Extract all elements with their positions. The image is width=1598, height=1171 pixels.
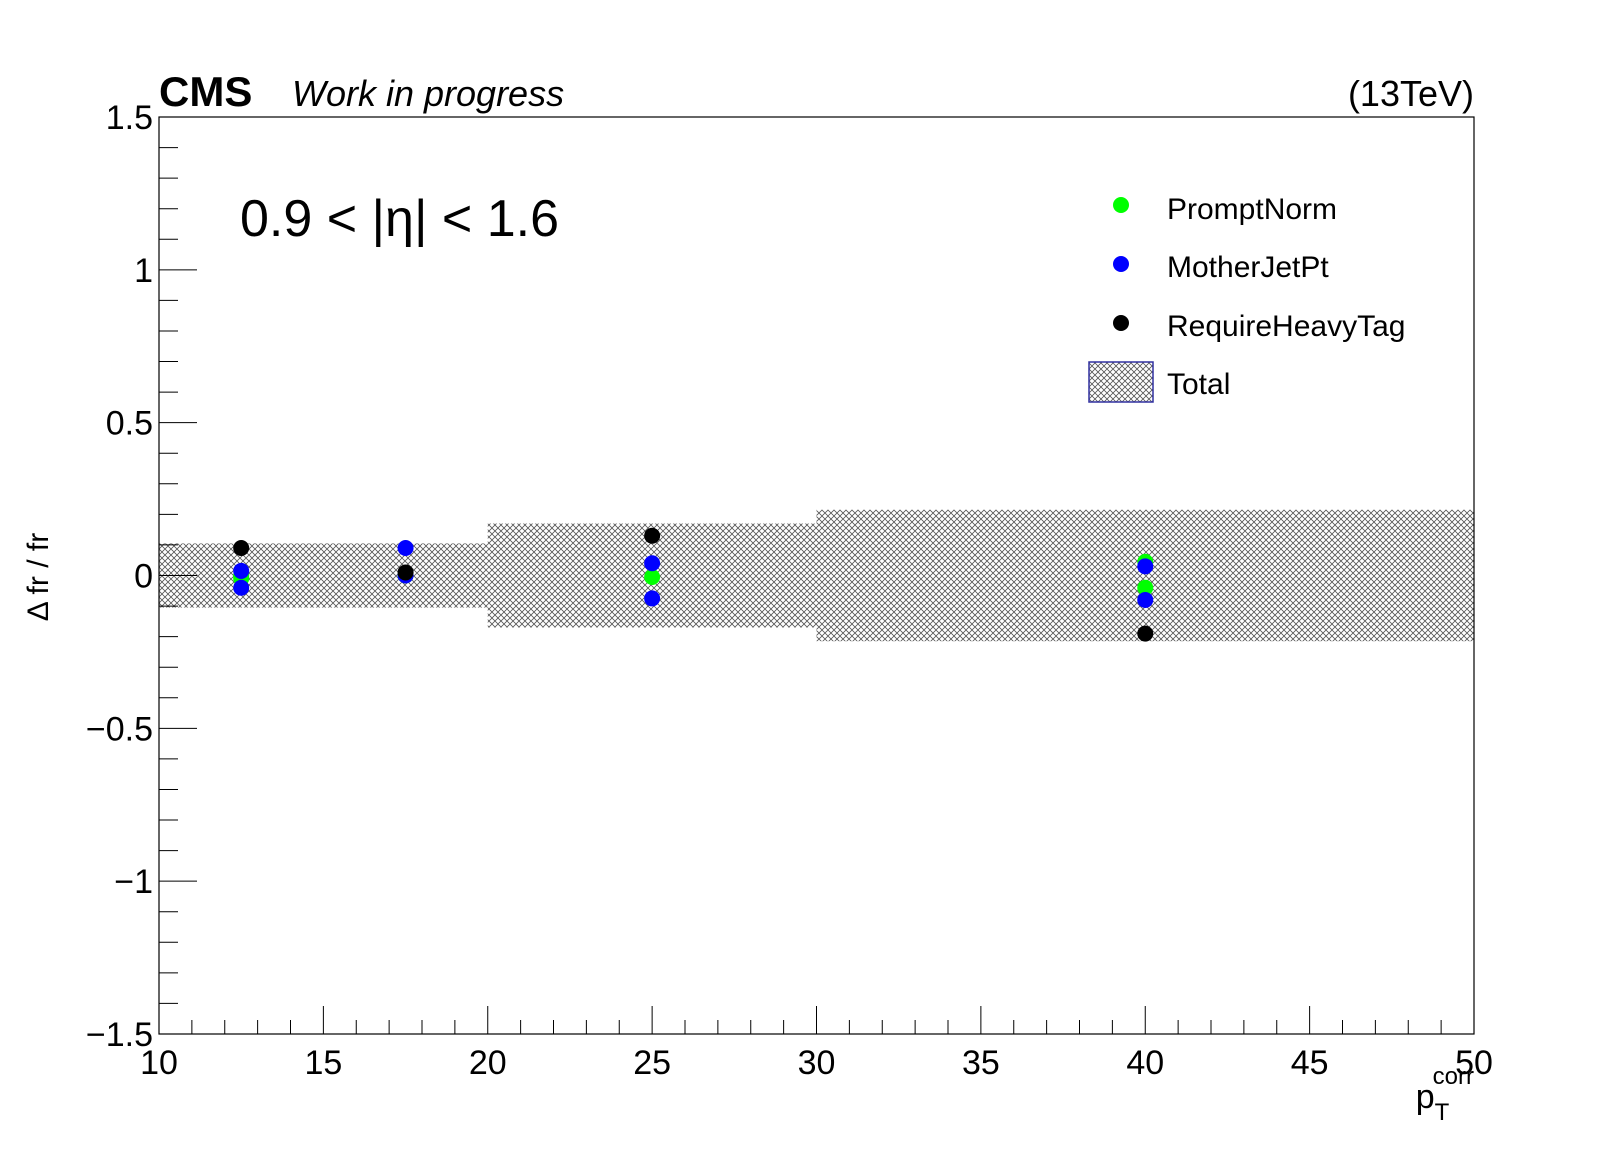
y-tick-label: 1 (134, 252, 153, 290)
x-tick-label: 45 (1291, 1044, 1329, 1082)
data-points-group (233, 527, 1154, 642)
point-motherjetpt-1 (233, 579, 250, 596)
legend-label-promptnorm: PromptNorm (1167, 193, 1337, 226)
y-tick-label: −1.5 (86, 1016, 153, 1054)
y-tick-label: −1 (114, 863, 153, 901)
y-tick-label: 0.5 (106, 405, 153, 443)
x-tick-label: 30 (798, 1044, 836, 1082)
x-tick-label: 50 (1455, 1044, 1493, 1082)
x-axis-title-sub: T (1435, 1099, 1450, 1126)
point-promptnorm-3 (644, 569, 661, 586)
legend-marker-motherjetpt (1113, 256, 1129, 272)
x-axis-title-sup: corr (1433, 1063, 1474, 1090)
point-motherjetpt-5 (644, 590, 661, 607)
total-band-0 (159, 543, 488, 608)
legend-marker-total (1088, 361, 1154, 403)
legend-marker-promptnorm (1113, 197, 1129, 213)
x-axis-title-base: p (1416, 1078, 1435, 1116)
point-promptnorm-5 (1137, 579, 1154, 596)
x-tick-label: 40 (1126, 1044, 1164, 1082)
legend-label-requireheavytag: RequireHeavyTag (1167, 310, 1405, 343)
total-band-group (159, 509, 1474, 642)
energy-label: (13TeV) (1348, 73, 1474, 114)
point-requireheavytag-2 (644, 527, 661, 544)
point-requireheavytag-1 (397, 564, 414, 581)
x-tick-label: 25 (633, 1044, 671, 1082)
y-tick-label: 0 (134, 558, 153, 596)
total-band-2 (816, 509, 1474, 642)
x-axis: 10 15 20 25 30 35 40 45 50 (140, 1006, 1493, 1082)
point-requireheavytag-3 (1137, 625, 1154, 642)
x-tick-label: 15 (304, 1044, 342, 1082)
y-axis: −1.5 −1 −0.5 0 0.5 1 1.5 (86, 99, 197, 1054)
x-axis-title: pTcorr (1416, 1063, 1474, 1126)
point-motherjetpt-6 (1137, 558, 1154, 575)
status-label: Work in progress (292, 73, 564, 114)
point-motherjetpt-0 (233, 562, 250, 579)
point-requireheavytag-0 (233, 539, 250, 556)
eta-range-annotation: 0.9 < |η| < 1.6 (240, 190, 559, 248)
point-motherjetpt-2 (397, 539, 414, 556)
legend-label-total: Total (1167, 368, 1230, 401)
y-tick-label: 1.5 (106, 99, 153, 137)
x-tick-label: 35 (962, 1044, 1000, 1082)
cms-label: CMS (159, 68, 252, 115)
point-motherjetpt-7 (1137, 591, 1154, 608)
legend-label-motherjetpt: MotherJetPt (1167, 251, 1329, 284)
point-motherjetpt-4 (644, 555, 661, 572)
x-tick-label: 20 (469, 1044, 507, 1082)
y-tick-label: −0.5 (86, 710, 153, 748)
x-tick-label: 10 (140, 1044, 178, 1082)
y-axis-title: Δ fr / fr (22, 533, 55, 621)
legend: PromptNorm MotherJetPt RequireHeavyTag T… (1088, 193, 1405, 403)
legend-marker-requireheavytag (1113, 315, 1129, 331)
